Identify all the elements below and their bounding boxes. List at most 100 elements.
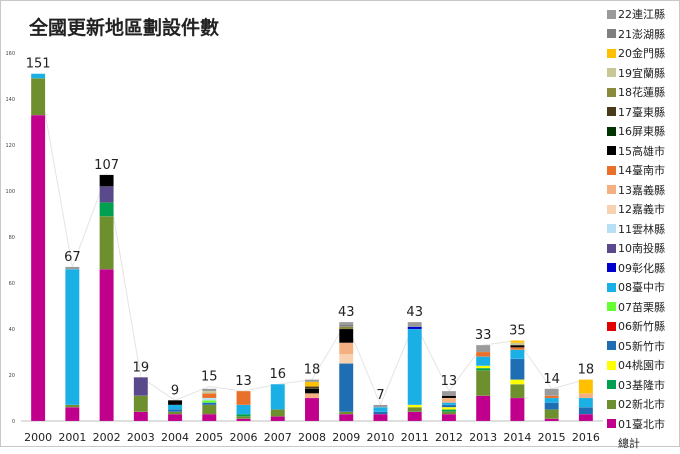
bar-segment — [167, 413, 183, 422]
legend-item: 11雲林縣 — [607, 218, 665, 240]
bar-segment — [407, 407, 422, 412]
bar-segment — [133, 411, 148, 422]
bar-segment — [236, 413, 251, 417]
legend-swatch — [607, 360, 616, 370]
bar-segment — [578, 397, 594, 408]
bar-segment — [236, 390, 251, 406]
total-data-label: 16 — [269, 367, 286, 382]
legend-label: 17臺東縣 — [618, 105, 665, 119]
legend-label: 14臺南市 — [618, 164, 665, 177]
bar-segment — [510, 379, 525, 385]
bar-segment — [373, 404, 388, 408]
bar-segment — [373, 407, 388, 412]
bar-segment — [578, 413, 594, 422]
x-tick-label: 2011 — [401, 431, 429, 444]
total-data-label: 9 — [171, 383, 179, 398]
x-tick-label: 2002 — [93, 431, 121, 444]
total-data-label: 15 — [201, 370, 218, 385]
legend-label: 22連江縣 — [618, 8, 665, 21]
legend-label: 04桃園市 — [618, 359, 665, 372]
bar-segment — [441, 407, 457, 410]
legend-label: 06新竹縣 — [618, 320, 665, 333]
legend-label: 13嘉義縣 — [618, 183, 665, 197]
y-tick-label: 40 — [9, 327, 15, 333]
legend-swatch — [607, 87, 616, 97]
bar-segment — [167, 409, 183, 412]
bar-segment — [339, 326, 354, 330]
legend-label: 18花蓮縣 — [618, 86, 665, 99]
total-data-label: 151 — [26, 57, 51, 72]
x-tick-label: 2007 — [264, 431, 292, 444]
total-data-label: 35 — [509, 324, 526, 339]
total-data-label: 33 — [475, 328, 492, 343]
bar-segment — [339, 413, 354, 422]
legend-item: 15高雄市 — [607, 140, 665, 162]
bar-segment — [476, 351, 491, 357]
legend-swatch — [607, 185, 616, 194]
bar-segment — [202, 404, 217, 415]
legend-swatch — [607, 341, 616, 350]
legend-item: 16屏東縣 — [607, 120, 665, 142]
bar-segment — [510, 358, 525, 380]
bar-segment — [578, 379, 594, 394]
legend-item: 02新北市 — [607, 393, 665, 415]
legend-item: 17臺東縣 — [607, 101, 665, 123]
total-data-label: 107 — [94, 158, 119, 173]
y-tick-label: 0 — [12, 419, 15, 425]
bar-segment — [30, 73, 46, 79]
x-tick-label: 2010 — [366, 431, 394, 444]
legend-item: 18花蓮縣 — [607, 81, 665, 103]
x-tick-label: 2005 — [195, 431, 223, 444]
bar-segment — [510, 397, 525, 422]
y-tick-label: 80 — [9, 235, 15, 241]
bar-segment — [167, 400, 183, 406]
legend-swatch — [607, 380, 616, 389]
x-tick-label: 2001 — [58, 431, 86, 444]
bar-segment — [270, 416, 285, 422]
total-data-label: 13 — [235, 374, 252, 389]
bar-segment — [202, 402, 217, 406]
bar-segment — [441, 409, 457, 412]
legend-swatch — [607, 29, 616, 38]
bar-segment — [339, 321, 354, 325]
legend-swatch — [607, 48, 616, 58]
legend-swatch — [607, 204, 616, 214]
bar-segment — [544, 409, 559, 419]
bar-segment — [578, 407, 594, 415]
bar-segment — [99, 216, 114, 270]
bar-segment — [133, 395, 148, 412]
bar-segment — [304, 388, 320, 394]
bar-segment — [167, 404, 183, 410]
bar-segment — [407, 326, 422, 330]
legend-item: 01臺北市 — [607, 413, 665, 435]
legend-label: 總計 — [618, 437, 640, 450]
bar-segment — [304, 393, 320, 399]
legend-swatch — [607, 321, 616, 331]
x-tick-label: 2013 — [469, 431, 497, 444]
x-tick-label: 2014 — [503, 431, 531, 444]
bar-segment — [510, 347, 525, 350]
legend-label: 01臺北市 — [618, 417, 665, 431]
bar-segment — [202, 388, 217, 392]
legend-swatch — [607, 107, 616, 116]
bar-segment — [476, 344, 491, 353]
y-tick-label: 60 — [9, 281, 15, 287]
bar-segment — [30, 114, 46, 422]
bar-segment — [270, 409, 285, 417]
bar-segment — [99, 269, 114, 422]
bar-segment — [339, 342, 354, 355]
total-data-label: 67 — [64, 250, 81, 265]
bar-segment — [202, 397, 217, 401]
bar-segment — [339, 411, 354, 415]
bar-segment — [510, 342, 525, 346]
total-data-label: 13 — [441, 374, 458, 389]
legend-label: 03基隆市 — [618, 378, 665, 392]
y-tick-label: 160 — [5, 51, 15, 57]
bar-segment — [510, 349, 525, 360]
total-data-label: 14 — [543, 372, 560, 387]
total-data-label: 18 — [578, 363, 595, 378]
bar-segment — [236, 418, 251, 422]
x-tick-label: 2003 — [127, 431, 155, 444]
bar-segment — [441, 411, 457, 415]
x-tick-label: 2016 — [572, 431, 600, 444]
